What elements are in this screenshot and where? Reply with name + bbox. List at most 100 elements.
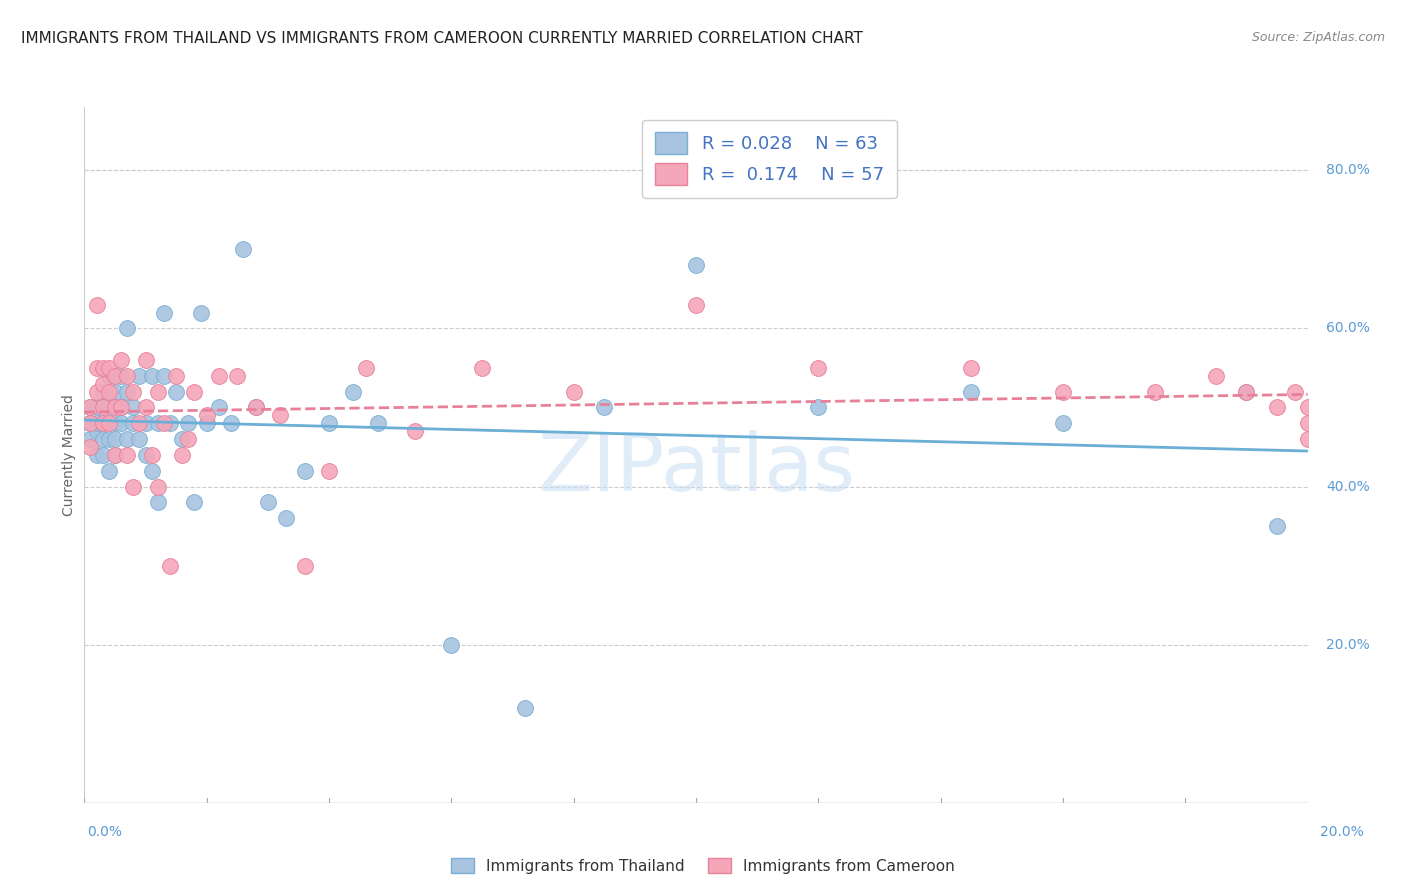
Point xyxy=(110,401,132,415)
Point xyxy=(104,384,127,399)
Point xyxy=(79,401,101,415)
Point xyxy=(195,409,218,423)
Point xyxy=(318,464,340,478)
Point xyxy=(97,401,120,415)
Text: 20.0%: 20.0% xyxy=(1326,638,1369,652)
Point xyxy=(1205,368,1227,383)
Point xyxy=(115,448,138,462)
Point xyxy=(960,384,983,399)
Point xyxy=(91,376,114,391)
Point xyxy=(183,384,205,399)
Point xyxy=(294,464,316,478)
Point xyxy=(1296,417,1319,431)
Point xyxy=(165,368,187,383)
Point xyxy=(440,638,463,652)
Text: 40.0%: 40.0% xyxy=(1326,480,1369,493)
Point xyxy=(1234,384,1257,399)
Point xyxy=(115,321,138,335)
Point xyxy=(135,353,157,368)
Point xyxy=(104,401,127,415)
Point xyxy=(91,417,114,431)
Point xyxy=(172,448,194,462)
Point xyxy=(159,417,181,431)
Point xyxy=(91,401,114,415)
Point xyxy=(354,360,377,375)
Point xyxy=(1234,384,1257,399)
Point xyxy=(807,360,830,375)
Point xyxy=(146,495,169,509)
Point xyxy=(208,401,231,415)
Point xyxy=(97,417,120,431)
Point xyxy=(190,305,212,319)
Point xyxy=(104,368,127,383)
Text: 80.0%: 80.0% xyxy=(1326,163,1369,178)
Point xyxy=(110,417,132,431)
Point xyxy=(135,448,157,462)
Point xyxy=(79,417,101,431)
Point xyxy=(86,401,108,415)
Point xyxy=(1284,384,1306,399)
Point xyxy=(960,360,983,375)
Point xyxy=(513,701,536,715)
Point xyxy=(1265,519,1288,533)
Text: 60.0%: 60.0% xyxy=(1326,321,1369,335)
Y-axis label: Currently Married: Currently Married xyxy=(62,394,76,516)
Point xyxy=(1143,384,1166,399)
Point xyxy=(86,448,108,462)
Text: ZIPatlas: ZIPatlas xyxy=(537,430,855,508)
Legend: Immigrants from Thailand, Immigrants from Cameroon: Immigrants from Thailand, Immigrants fro… xyxy=(446,852,960,880)
Point xyxy=(232,243,254,257)
Text: 20.0%: 20.0% xyxy=(1320,825,1364,839)
Point xyxy=(257,495,280,509)
Point xyxy=(294,558,316,573)
Point xyxy=(1052,417,1074,431)
Point xyxy=(86,360,108,375)
Point xyxy=(471,360,494,375)
Point xyxy=(183,495,205,509)
Point xyxy=(91,432,114,446)
Point xyxy=(153,417,176,431)
Point xyxy=(177,417,200,431)
Point xyxy=(91,417,114,431)
Point xyxy=(1296,432,1319,446)
Point xyxy=(86,417,108,431)
Point xyxy=(195,417,218,431)
Point xyxy=(86,424,108,438)
Point xyxy=(141,368,163,383)
Legend: R = 0.028    N = 63, R =  0.174    N = 57: R = 0.028 N = 63, R = 0.174 N = 57 xyxy=(643,120,897,198)
Point xyxy=(115,384,138,399)
Point xyxy=(122,479,145,493)
Point xyxy=(110,401,132,415)
Point xyxy=(115,368,138,383)
Point xyxy=(153,368,176,383)
Point xyxy=(110,368,132,383)
Point xyxy=(1052,384,1074,399)
Point xyxy=(146,479,169,493)
Point xyxy=(79,440,101,454)
Point xyxy=(159,558,181,573)
Point xyxy=(97,384,120,399)
Point xyxy=(79,401,101,415)
Point xyxy=(104,417,127,431)
Point xyxy=(146,384,169,399)
Point xyxy=(97,432,120,446)
Point xyxy=(110,353,132,368)
Point xyxy=(86,384,108,399)
Point xyxy=(104,448,127,462)
Point xyxy=(135,417,157,431)
Point xyxy=(91,360,114,375)
Text: 0.0%: 0.0% xyxy=(87,825,122,839)
Point xyxy=(128,417,150,431)
Point xyxy=(404,424,426,438)
Point xyxy=(367,417,389,431)
Point xyxy=(276,511,298,525)
Point xyxy=(685,298,707,312)
Point xyxy=(141,448,163,462)
Point xyxy=(97,360,120,375)
Point xyxy=(318,417,340,431)
Point xyxy=(135,401,157,415)
Text: IMMIGRANTS FROM THAILAND VS IMMIGRANTS FROM CAMEROON CURRENTLY MARRIED CORRELATI: IMMIGRANTS FROM THAILAND VS IMMIGRANTS F… xyxy=(21,31,863,46)
Point xyxy=(562,384,585,399)
Point xyxy=(115,432,138,446)
Point xyxy=(226,368,249,383)
